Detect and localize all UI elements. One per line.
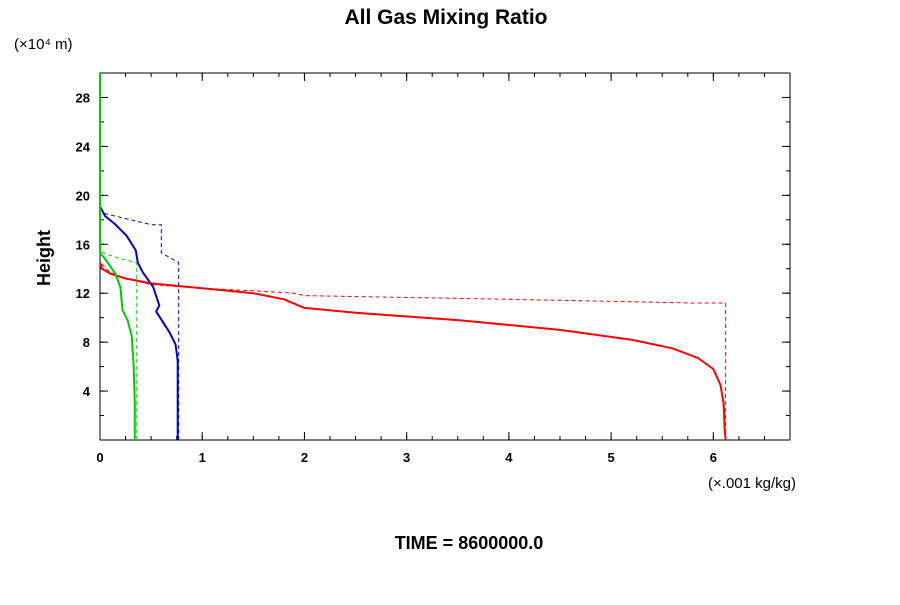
series-line-red-dashed xyxy=(99,262,727,440)
y-axis-label: Height xyxy=(34,230,54,286)
x-tick-label: 1 xyxy=(199,450,206,465)
y-tick-label: 24 xyxy=(76,139,91,154)
y-tick-label: 16 xyxy=(76,237,90,252)
series-line-blue-solid xyxy=(99,205,179,440)
series-line-red-solid xyxy=(99,262,727,441)
series-line-green-solid xyxy=(99,252,136,440)
x-tick-label: 6 xyxy=(710,450,717,465)
x-tick-label: 0 xyxy=(96,450,103,465)
x-tick-label: 2 xyxy=(301,450,308,465)
y-unit-label: (×10⁴ m) xyxy=(14,36,73,53)
y-tick-label: 4 xyxy=(83,384,91,399)
x-unit-label: (×.001 kg/kg) xyxy=(708,475,796,492)
plot-frame xyxy=(99,72,791,441)
x-tick-label: 4 xyxy=(505,450,513,465)
y-tick-label: 8 xyxy=(83,335,90,350)
time-footer: TIME = 8600000.0 xyxy=(395,533,544,553)
y-tick-label: 12 xyxy=(76,286,90,301)
series-line-blue-dashed xyxy=(99,212,180,440)
y-tick-label: 28 xyxy=(76,90,90,105)
y-tick-label: 20 xyxy=(76,188,90,203)
chart-title: All Gas Mixing Ratio xyxy=(344,6,547,29)
x-tick-label: 3 xyxy=(403,450,410,465)
x-tick-label: 5 xyxy=(607,450,614,465)
